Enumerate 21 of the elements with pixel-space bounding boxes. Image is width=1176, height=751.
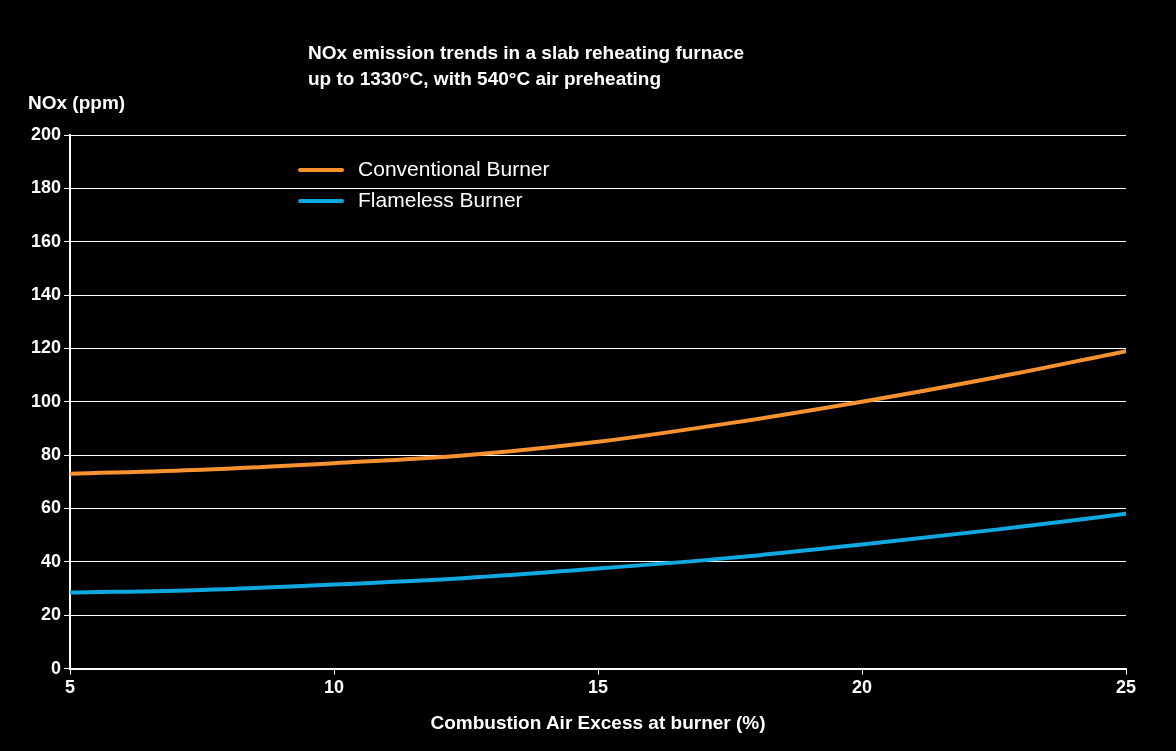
x-tick-label: 20 (851, 677, 873, 698)
y-tick-label: 20 (41, 604, 62, 625)
x-tick-label: 10 (324, 677, 345, 698)
x-tick-label: 5 (65, 677, 76, 698)
y-tick-label: 80 (41, 444, 62, 465)
y-tick-label: 40 (41, 550, 62, 571)
x-tick-label: 15 (588, 677, 609, 698)
chart-title: NOx emission trends in a slab reheating furnace up to 1330°C, with 540°C air preheating (308, 41, 745, 91)
y-tick-label: 180 (30, 177, 62, 198)
y-tick-label: 140 (30, 284, 62, 305)
legend-label: Flameless Burner (358, 187, 523, 211)
y-tick-label: 100 (30, 390, 62, 411)
y-tick-label: 0 (51, 657, 62, 678)
y-axis-title: NOx (ppm) (28, 92, 126, 114)
x-axis-title: Combustion Air Excess at burner (%) (430, 711, 766, 733)
legend-label: Conventional Burner (358, 156, 550, 180)
y-tick-label: 120 (30, 337, 62, 358)
y-tick-label: 60 (41, 497, 62, 518)
x-tick-label: 25 (1115, 677, 1137, 698)
y-tick-label: 200 (30, 123, 62, 144)
y-tick-label: 160 (30, 230, 62, 251)
